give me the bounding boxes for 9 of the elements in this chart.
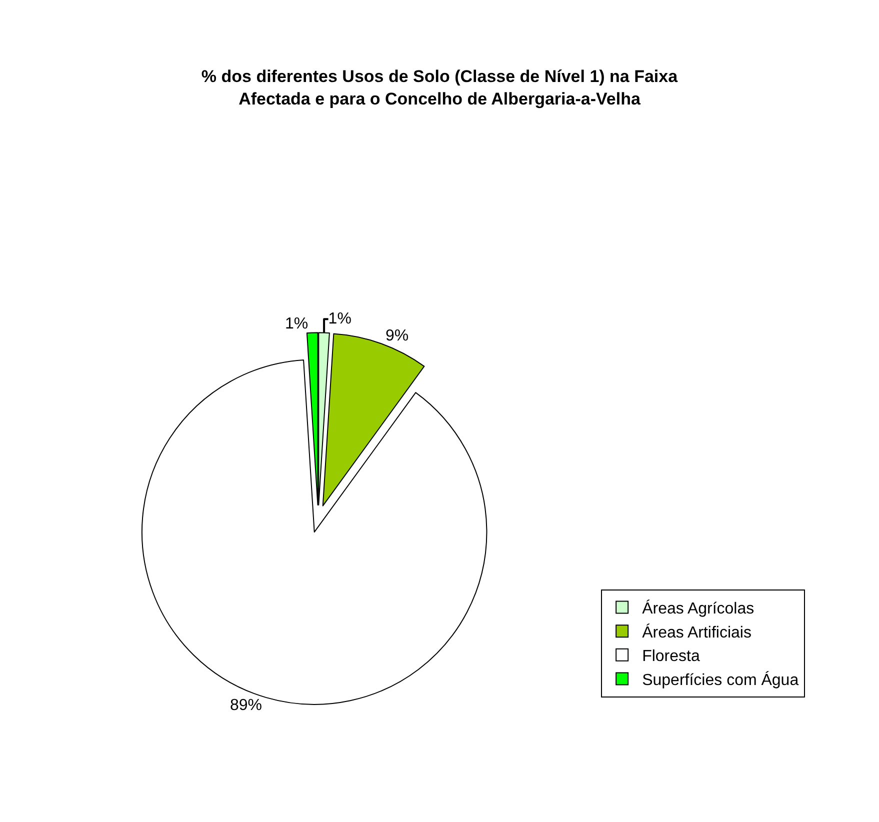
data-label: 1%: [328, 310, 352, 328]
legend-label: Áreas Artificiais: [642, 623, 752, 642]
data-label: 1%: [284, 316, 308, 333]
data-label: 9%: [386, 328, 409, 345]
data-label: 89%: [230, 696, 262, 714]
chart-title: % dos diferentes Usos de Solo (Classe de Nível 1) na Faixa Afectada e para o Concelho de Albergaria-a-Velha: [201, 67, 678, 108]
legend-label: Floresta: [642, 648, 700, 666]
legend-label: Áreas Agrícolas: [642, 600, 754, 618]
legend-label: Superfícies com Água: [642, 670, 799, 689]
